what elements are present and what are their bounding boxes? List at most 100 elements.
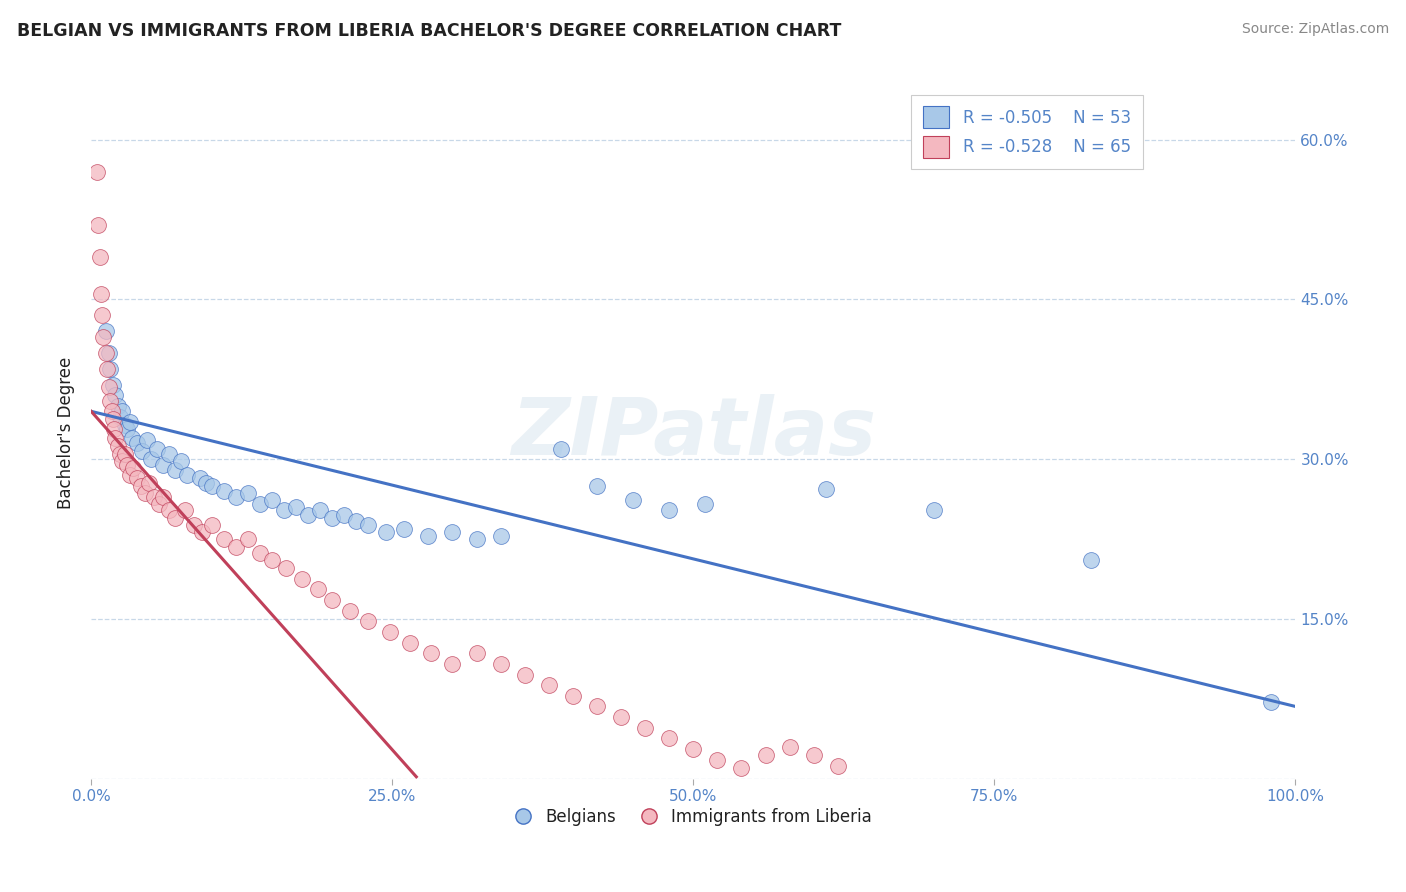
Point	[117, 458, 139, 472]
Point	[134, 486, 156, 500]
Point	[561, 689, 583, 703]
Point	[706, 753, 728, 767]
Text: ZIPatlas: ZIPatlas	[510, 393, 876, 472]
Point	[418, 529, 440, 543]
Text: BELGIAN VS IMMIGRANTS FROM LIBERIA BACHELOR'S DEGREE CORRELATION CHART: BELGIAN VS IMMIGRANTS FROM LIBERIA BACHE…	[17, 22, 841, 40]
Point	[200, 479, 222, 493]
Point	[94, 345, 117, 359]
Point	[159, 503, 181, 517]
Point	[779, 739, 801, 754]
Point	[273, 503, 295, 517]
Point	[194, 475, 217, 490]
Point	[550, 442, 572, 456]
Point	[142, 490, 165, 504]
Point	[152, 490, 174, 504]
Point	[260, 492, 283, 507]
Point	[114, 447, 136, 461]
Point	[148, 497, 170, 511]
Point	[489, 529, 512, 543]
Point	[111, 404, 134, 418]
Point	[90, 287, 112, 301]
Point	[465, 532, 488, 546]
Point	[309, 503, 332, 517]
Point	[135, 433, 157, 447]
Point	[236, 486, 259, 500]
Point	[91, 330, 114, 344]
Point	[249, 546, 271, 560]
Point	[183, 518, 205, 533]
Point	[586, 479, 609, 493]
Point	[176, 468, 198, 483]
Point	[111, 454, 134, 468]
Point	[922, 503, 945, 517]
Point	[803, 748, 825, 763]
Point	[107, 440, 129, 454]
Point	[98, 345, 121, 359]
Point	[236, 532, 259, 546]
Point	[249, 497, 271, 511]
Point	[291, 572, 314, 586]
Point	[108, 447, 131, 461]
Point	[212, 484, 235, 499]
Point	[100, 361, 122, 376]
Point	[1260, 695, 1282, 709]
Point	[695, 497, 717, 511]
Point	[419, 646, 441, 660]
Point	[100, 404, 122, 418]
Point	[141, 452, 163, 467]
Point	[375, 524, 398, 539]
Point	[94, 325, 117, 339]
Point	[465, 646, 488, 660]
Point	[634, 721, 657, 735]
Point	[104, 388, 127, 402]
Point	[191, 524, 214, 539]
Point	[621, 492, 644, 507]
Point	[682, 742, 704, 756]
Point	[297, 508, 319, 522]
Point	[339, 603, 361, 617]
Point	[170, 454, 193, 468]
Point	[165, 511, 187, 525]
Point	[212, 532, 235, 546]
Point	[344, 514, 367, 528]
Point	[104, 431, 127, 445]
Point	[131, 443, 153, 458]
Point	[91, 309, 114, 323]
Point	[107, 399, 129, 413]
Point	[138, 475, 160, 490]
Point	[152, 458, 174, 472]
Point	[399, 635, 422, 649]
Point	[357, 518, 380, 533]
Point	[188, 471, 211, 485]
Point	[225, 490, 247, 504]
Legend: Belgians, Immigrants from Liberia: Belgians, Immigrants from Liberia	[509, 802, 879, 833]
Point	[103, 422, 125, 436]
Text: Source: ZipAtlas.com: Source: ZipAtlas.com	[1241, 22, 1389, 37]
Point	[730, 761, 752, 775]
Point	[114, 418, 136, 433]
Point	[118, 468, 141, 483]
Point	[321, 593, 343, 607]
Point	[146, 442, 169, 456]
Point	[117, 422, 139, 436]
Point	[86, 164, 108, 178]
Point	[98, 380, 121, 394]
Point	[658, 731, 681, 746]
Point	[284, 500, 307, 515]
Point	[394, 522, 416, 536]
Point	[118, 415, 141, 429]
Point	[1080, 553, 1102, 567]
Point	[89, 250, 111, 264]
Point	[357, 614, 380, 628]
Point	[121, 431, 143, 445]
Point	[586, 699, 609, 714]
Point	[174, 503, 197, 517]
Point	[814, 482, 837, 496]
Point	[101, 377, 124, 392]
Point	[610, 710, 633, 724]
Point	[165, 463, 187, 477]
Point	[441, 524, 464, 539]
Point	[333, 508, 356, 522]
Point	[87, 218, 110, 232]
Point	[489, 657, 512, 671]
